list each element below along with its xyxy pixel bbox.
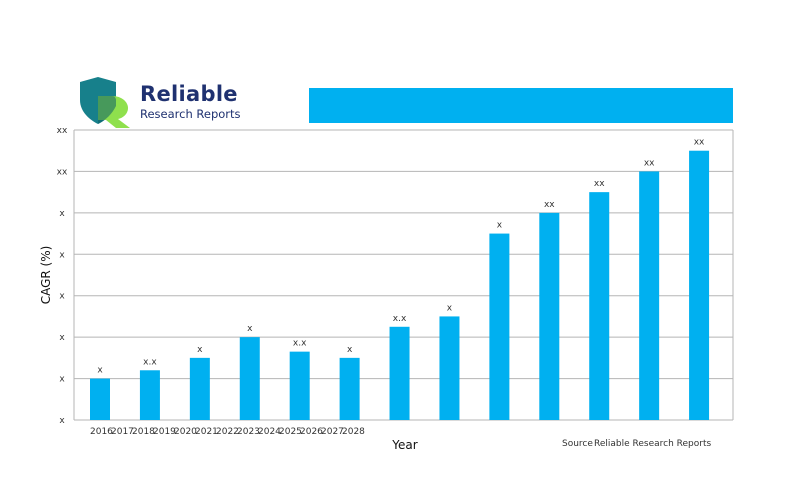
x-tick-label: 2026 bbox=[300, 427, 323, 437]
source-text: Reliable Research Reports bbox=[594, 439, 711, 449]
x-tick-labels: 2016201720182019202020212022202320242025… bbox=[90, 427, 365, 437]
data-label: x bbox=[247, 324, 253, 334]
data-label: x.x bbox=[293, 339, 307, 349]
x-tick-label: 2024 bbox=[258, 427, 281, 437]
x-tick-label: 2027 bbox=[321, 427, 344, 437]
data-label: x bbox=[347, 345, 353, 355]
x-tick-label: 2017 bbox=[111, 427, 134, 437]
x-tick-label: 2018 bbox=[132, 427, 155, 437]
bar-2028 bbox=[689, 150, 710, 420]
brand-name: Reliable bbox=[140, 82, 238, 106]
brand-tagline: Research Reports bbox=[140, 107, 241, 121]
data-label: x bbox=[447, 303, 453, 313]
bar-2027 bbox=[639, 171, 660, 420]
data-label: xx bbox=[694, 138, 705, 148]
bar-2026 bbox=[589, 192, 610, 420]
y-tick-label: x bbox=[59, 250, 65, 260]
x-tick-label: 2020 bbox=[174, 427, 197, 437]
x-tick-label: 2023 bbox=[237, 427, 260, 437]
brand-logo: Reliable Research Reports bbox=[76, 76, 266, 128]
bar-2024 bbox=[489, 233, 510, 420]
data-label: x bbox=[197, 345, 203, 355]
x-tick-label: 2019 bbox=[153, 427, 176, 437]
bar-2020 bbox=[289, 351, 310, 420]
data-label: x.x bbox=[143, 357, 157, 367]
bar-2017 bbox=[139, 370, 160, 420]
y-tick-label: x bbox=[59, 333, 65, 343]
bar-2025 bbox=[539, 212, 560, 420]
x-tick-label: 2022 bbox=[216, 427, 239, 437]
y-tick-label: x bbox=[59, 209, 65, 219]
bar-2021 bbox=[339, 357, 360, 420]
data-label: xx bbox=[544, 200, 555, 210]
y-axis-title: CAGR (%) bbox=[39, 246, 53, 305]
bar-2018 bbox=[189, 357, 210, 420]
data-label: xx bbox=[644, 158, 655, 168]
title-banner bbox=[309, 88, 733, 123]
source-label: Source bbox=[562, 439, 593, 449]
y-tick-label: xx bbox=[57, 126, 68, 136]
x-tick-label: 2016 bbox=[90, 427, 113, 437]
bars bbox=[90, 150, 710, 420]
data-label: x.x bbox=[393, 314, 407, 324]
data-label: xx bbox=[594, 179, 605, 189]
bar-2023 bbox=[439, 316, 460, 420]
bar-2019 bbox=[239, 337, 260, 420]
x-tick-label: 2028 bbox=[342, 427, 365, 437]
y-tick-label: xx bbox=[57, 167, 68, 177]
x-tick-label: 2021 bbox=[195, 427, 218, 437]
y-tick-label: x bbox=[59, 416, 65, 426]
data-label: x bbox=[497, 221, 503, 231]
x-tick-label: 2025 bbox=[279, 427, 302, 437]
y-tick-label: x bbox=[59, 375, 65, 385]
x-axis-title: Year bbox=[391, 438, 417, 452]
y-tick-label: x bbox=[59, 292, 65, 302]
bar-2016 bbox=[90, 378, 110, 420]
shield-logo-icon bbox=[80, 77, 130, 128]
data-label: x bbox=[97, 366, 103, 376]
bar-2022 bbox=[389, 326, 410, 420]
